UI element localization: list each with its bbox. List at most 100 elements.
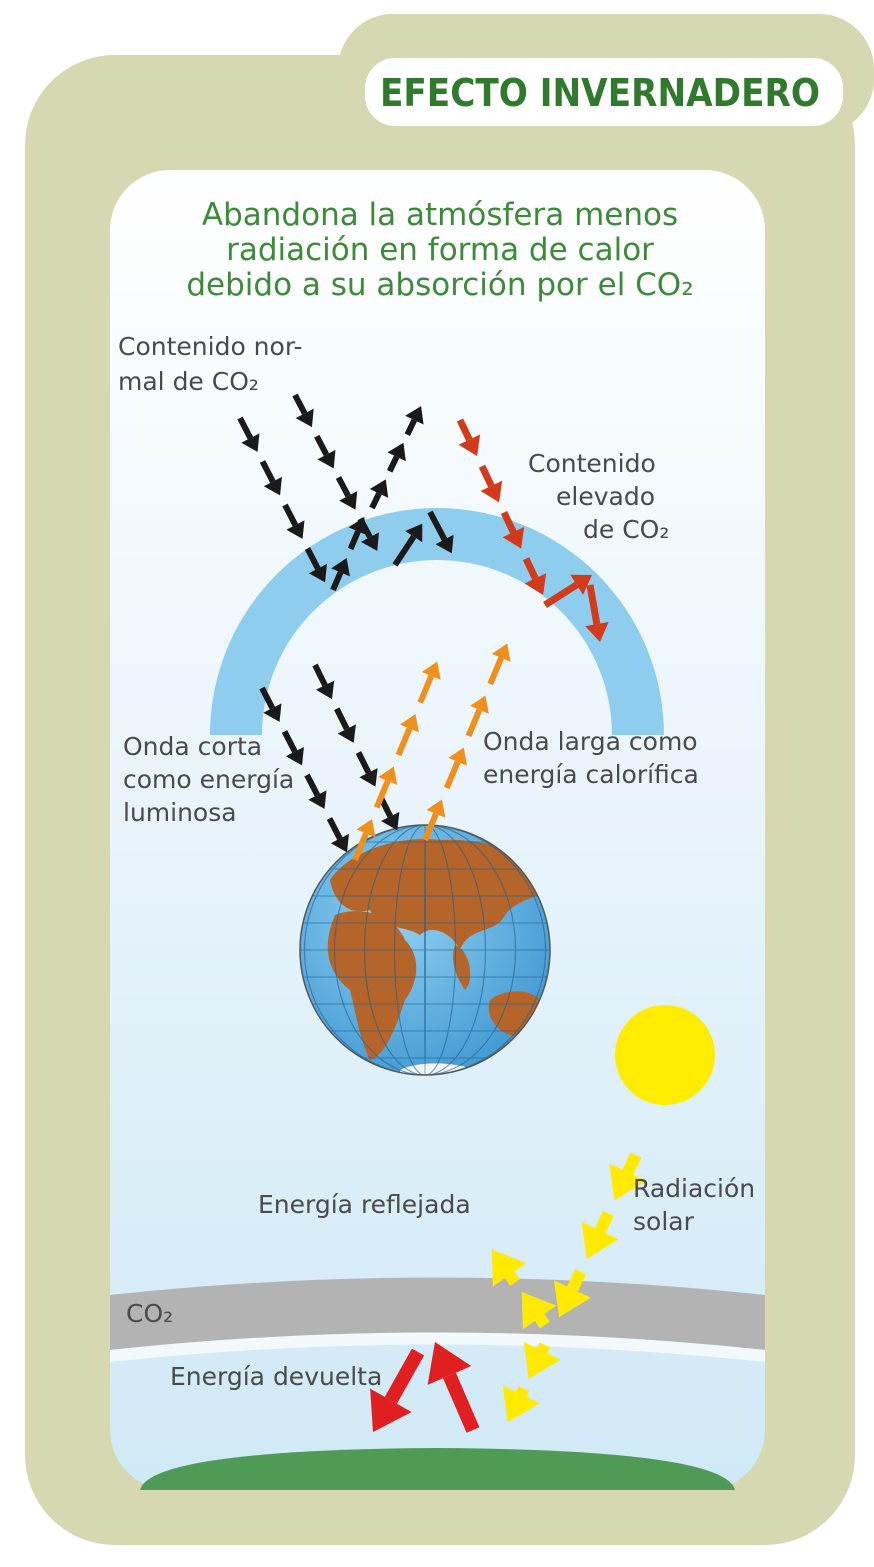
arrow-head	[480, 480, 503, 503]
arrow-shaft	[355, 751, 372, 774]
arrow-shaft	[427, 510, 448, 541]
arrow-shaft	[487, 656, 504, 686]
arrow-shaft	[543, 581, 579, 608]
arrow-shaft	[259, 460, 276, 483]
label: Onda larga como	[483, 727, 698, 756]
arrow-head	[370, 1388, 412, 1432]
co2-band-edge	[110, 1332, 765, 1362]
arrow-shaft	[304, 547, 321, 570]
arrow-shaft	[443, 1372, 480, 1433]
arrow-shaft	[334, 707, 350, 731]
arrow-shaft	[292, 393, 308, 415]
arrow-head	[315, 680, 335, 700]
arrow-head	[502, 1385, 540, 1423]
arrow-shaft	[522, 557, 539, 580]
arrow-head	[356, 819, 376, 838]
globe	[299, 824, 551, 1076]
arrow-head	[308, 563, 327, 583]
arrow-shaft	[386, 455, 400, 473]
arrow-shaft	[369, 492, 382, 510]
arrow-shaft	[534, 1313, 550, 1329]
arrow-head	[381, 811, 400, 831]
arrow-shaft	[326, 817, 343, 840]
arrow-head	[491, 643, 511, 662]
arrow-shaft	[237, 416, 254, 440]
arrow-shaft	[304, 773, 321, 797]
arrow-shaft	[443, 760, 461, 790]
arrow-head	[387, 442, 406, 462]
arrow-head	[378, 766, 398, 785]
label: solar	[633, 1207, 695, 1236]
arrow-shaft	[281, 730, 298, 753]
arrow-head	[400, 714, 419, 733]
arrow-head	[337, 724, 356, 743]
arrow-head	[421, 661, 441, 680]
arrow-head	[285, 746, 304, 766]
label: luminosa	[123, 798, 237, 827]
arrow-head	[263, 703, 282, 722]
label: Energía reflejada	[258, 1190, 471, 1219]
arrow-head	[427, 1342, 472, 1385]
arrow-head	[317, 449, 336, 469]
arrow-shaft	[456, 418, 473, 442]
arrow-shaft	[536, 1342, 551, 1354]
label: mal de CO₂	[118, 367, 259, 396]
subtitle-line: Abandona la atmósfera menos	[202, 197, 678, 233]
subtitle-line: radiación en forma de calor	[226, 232, 654, 268]
arrow-shaft	[586, 584, 601, 625]
arrow-head	[360, 532, 379, 551]
arrow-shaft	[259, 686, 276, 710]
arrow-head	[369, 479, 389, 498]
arrow-shaft	[594, 1210, 614, 1234]
arrow-shaft	[395, 727, 413, 757]
arrow-shaft	[335, 476, 351, 498]
arrow-head	[521, 1291, 557, 1330]
arrow-shaft	[330, 571, 344, 592]
label: Contenido	[528, 449, 656, 478]
ground	[140, 1448, 735, 1490]
arrows	[237, 393, 647, 1433]
globe-outline	[299, 824, 551, 1076]
title: EFECTO INVERNADERO	[380, 71, 820, 115]
arrow-head	[458, 434, 481, 457]
arrow-shaft	[500, 510, 517, 534]
co2-band	[110, 1277, 765, 1350]
arrow-head	[286, 520, 305, 539]
arrow-head	[359, 768, 378, 787]
arrow-shaft	[417, 674, 435, 704]
arrow-head	[554, 1280, 591, 1318]
label: elevado	[556, 482, 655, 511]
arrow-head	[241, 433, 260, 452]
arrow-head	[263, 476, 282, 496]
label: de CO₂	[583, 515, 669, 544]
arrow-shaft	[392, 535, 417, 567]
atmosphere-arch	[210, 508, 664, 735]
arrow-head	[491, 1249, 527, 1287]
arrow-head	[470, 695, 489, 714]
arrow-shaft	[504, 1271, 520, 1286]
arrow-shaft	[422, 812, 439, 842]
arrow-head	[502, 527, 525, 549]
land-india	[453, 945, 471, 990]
arrow-head	[348, 517, 368, 536]
label: energía calorífica	[483, 760, 699, 789]
arrow-shaft	[282, 503, 299, 527]
arrow-shaft	[347, 530, 361, 551]
arrow-head	[524, 573, 547, 595]
arrow-head	[405, 523, 423, 543]
label: Onda corta	[123, 732, 262, 761]
arrow-head	[570, 574, 592, 595]
arrow-shaft	[373, 779, 391, 809]
arrow-shaft	[567, 1269, 587, 1292]
arrow-head	[609, 1163, 647, 1201]
arrow-head	[435, 534, 454, 554]
title-box	[365, 58, 843, 126]
arrow-head	[339, 491, 358, 510]
arrow-shaft	[314, 434, 330, 457]
arrow-shaft	[622, 1152, 642, 1175]
arrow-head	[331, 558, 350, 577]
arrow-head	[426, 799, 446, 818]
arrow-shaft	[384, 1348, 425, 1404]
arrow-shaft	[404, 418, 418, 436]
